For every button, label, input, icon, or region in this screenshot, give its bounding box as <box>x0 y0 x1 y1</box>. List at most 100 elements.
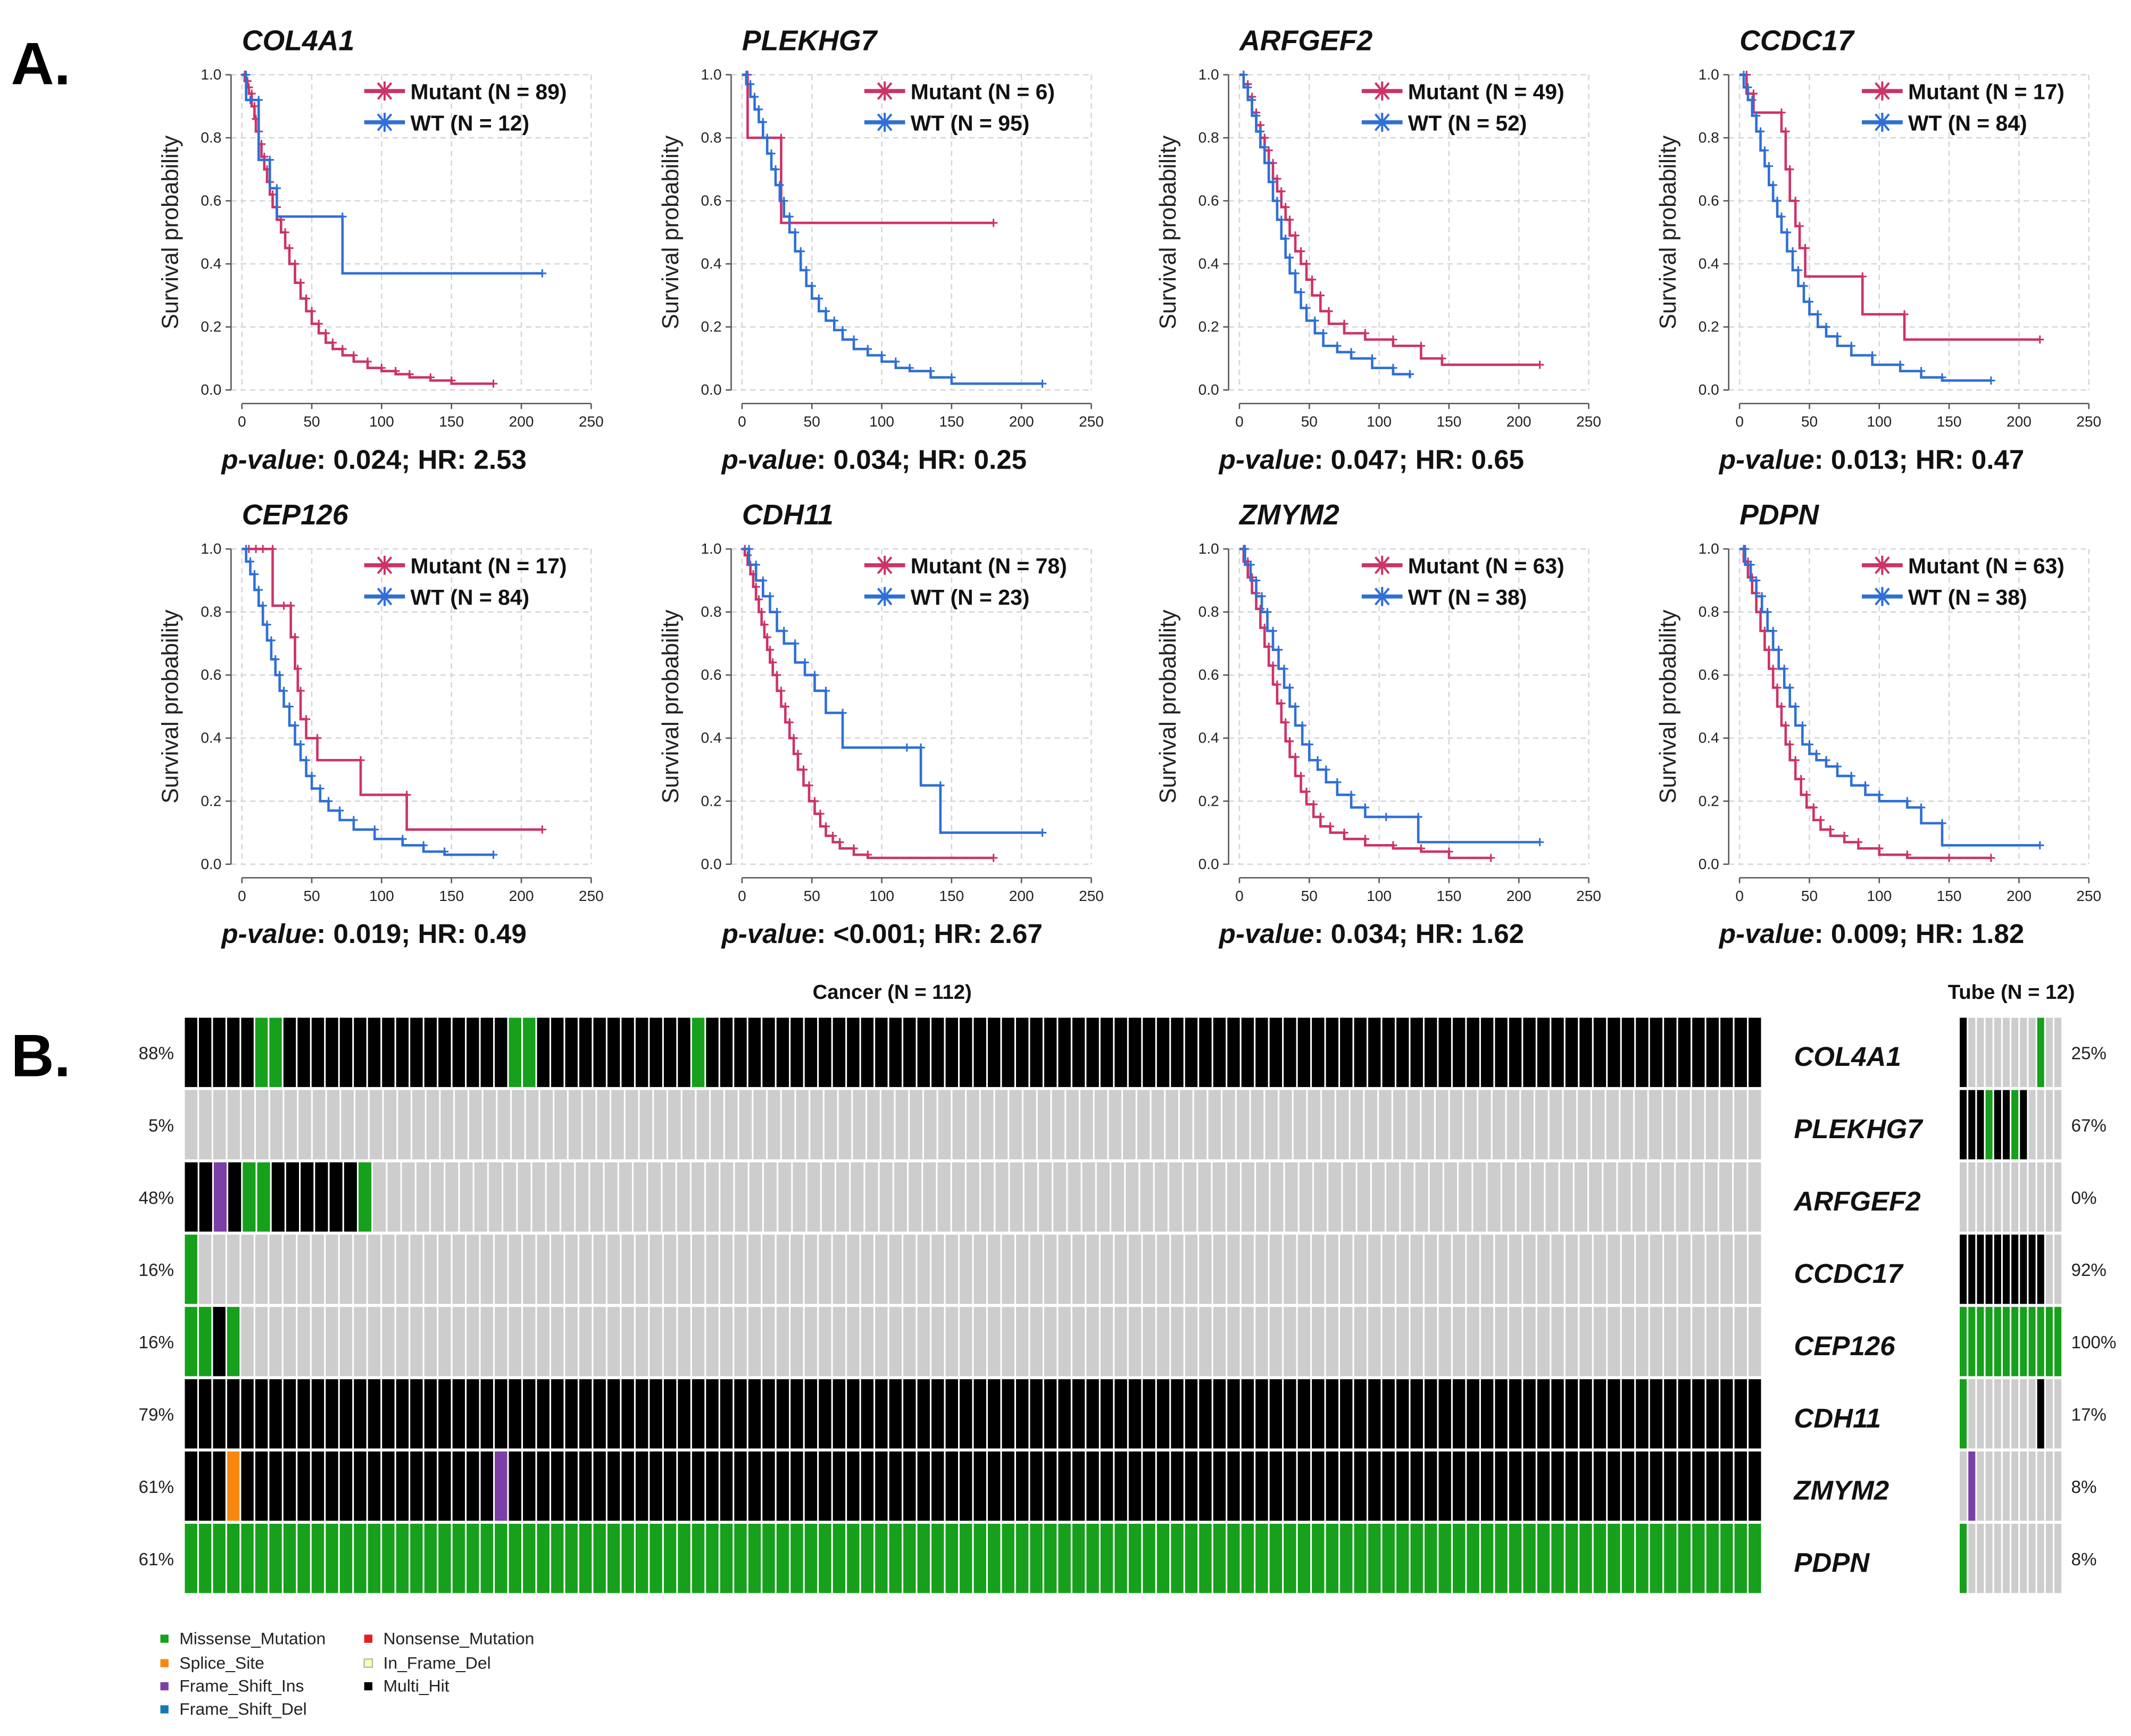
cancer-cell <box>621 1017 634 1087</box>
cancer-cell <box>1549 1090 1562 1159</box>
cancer-pct-label: 79% <box>139 1405 174 1425</box>
y-tick-label: 0.2 <box>701 319 722 335</box>
cancer-cell <box>1467 1017 1479 1087</box>
cancer-cell <box>1531 1162 1544 1232</box>
cancer-cell <box>1621 1523 1635 1593</box>
y-tick-label: 0.4 <box>1198 255 1219 272</box>
tube-pct-label: 100% <box>2071 1333 2117 1353</box>
legend-label: In_Frame_Del <box>383 1653 490 1672</box>
censor-mark <box>1760 146 1769 155</box>
cancer-cell <box>903 1234 916 1304</box>
censor-mark <box>769 658 777 667</box>
cancer-cell <box>185 1307 197 1376</box>
cancer-cell <box>1636 1017 1649 1087</box>
cancer-cell <box>1364 1090 1378 1159</box>
censor-mark <box>440 847 449 856</box>
cancer-cell <box>582 1090 596 1159</box>
cancer-cell <box>987 1234 1001 1304</box>
legend-label: WT (N = 84) <box>411 585 530 610</box>
stats-text: p-value: 0.019; HR: 0.49 <box>220 919 526 949</box>
cancer-cell <box>1720 1307 1733 1376</box>
cancer-cell <box>1114 1523 1127 1593</box>
cancer-cell <box>1053 1162 1067 1232</box>
cancer-cell <box>1128 1379 1142 1449</box>
cancer-cell <box>445 1162 459 1232</box>
censor-mark <box>1744 83 1752 91</box>
censor-mark <box>1256 127 1265 136</box>
gene-title: CCDC17 <box>1739 25 1855 57</box>
cancer-cell <box>621 1451 634 1521</box>
cancer-cell <box>227 1379 240 1449</box>
cancer-cell <box>692 1307 705 1376</box>
legend-swatch-marker <box>1374 587 1390 606</box>
x-tick-label: 250 <box>1079 413 1104 430</box>
gene-title: CEP126 <box>242 499 349 531</box>
cancer-cell <box>1706 1523 1719 1593</box>
legend-label: Frame_Shift_Ins <box>179 1676 304 1696</box>
cancer-cell <box>1523 1307 1536 1376</box>
cancer-cell <box>382 1451 395 1521</box>
tube-cell <box>2002 1090 2010 1159</box>
censor-mark <box>1277 187 1286 196</box>
cancer-cell <box>532 1162 545 1232</box>
cancer-cell <box>452 1379 465 1449</box>
cancer-cell <box>1156 1523 1170 1593</box>
gene-row-label: PLEKHG7 <box>1794 1114 1924 1144</box>
cancer-cell <box>1606 1090 1619 1159</box>
cancer-cell <box>1269 1307 1283 1376</box>
y-tick-label: 0.4 <box>701 730 722 746</box>
cancer-cell <box>1720 1234 1733 1304</box>
x-tick-label: 0 <box>1235 888 1244 904</box>
x-tick-label: 250 <box>2076 888 2101 904</box>
censor-mark <box>250 102 259 111</box>
cancer-cell <box>1664 1307 1677 1376</box>
censor-mark <box>290 721 299 730</box>
cancer-cell <box>283 1307 296 1376</box>
x-tick-label: 50 <box>804 888 820 904</box>
cancer-cell <box>1114 1017 1127 1087</box>
tube-pct-label: 8% <box>2071 1550 2097 1570</box>
cancer-cell <box>748 1379 761 1449</box>
cancer-cell <box>1382 1307 1395 1376</box>
cancer-cell <box>488 1162 502 1232</box>
cancer-cell <box>1410 1523 1423 1593</box>
legend-swatch-marker <box>1875 113 1890 132</box>
y-tick-label: 0.2 <box>1699 792 1719 809</box>
censor-mark <box>1739 70 1748 79</box>
cancer-cell <box>692 1451 705 1521</box>
cancer-cell <box>1255 1523 1268 1593</box>
cancer-cell <box>537 1017 550 1087</box>
cancer-cell <box>1663 1090 1676 1159</box>
cancer-cell <box>1565 1451 1578 1521</box>
cancer-cell <box>790 1017 803 1087</box>
censor-mark <box>1368 354 1377 363</box>
censor-mark <box>1405 370 1414 379</box>
cancer-cell <box>635 1234 648 1304</box>
cancer-cell <box>903 1451 916 1521</box>
cancer-cell <box>1002 1307 1014 1376</box>
cancer-cell <box>1199 1307 1212 1376</box>
cancer-cell <box>1664 1379 1677 1449</box>
censor-mark <box>290 260 299 268</box>
censor-mark <box>1875 844 1884 853</box>
cancer-cell <box>1241 1234 1254 1304</box>
cancer-cell <box>734 1523 747 1593</box>
cancer-cell <box>711 1090 723 1159</box>
censor-mark <box>947 373 956 382</box>
cancer-cell <box>1044 1379 1057 1449</box>
censor-mark <box>1038 379 1047 388</box>
censor-mark <box>765 592 775 600</box>
tube-pct-label: 92% <box>2071 1261 2107 1280</box>
cancer-cell <box>1241 1523 1254 1593</box>
cancer-cell <box>469 1090 482 1159</box>
cancer-cell <box>1340 1379 1353 1449</box>
cancer-cell <box>1608 1523 1620 1593</box>
cancer-cell <box>973 1017 986 1087</box>
cancer-cell <box>1545 1162 1559 1232</box>
cancer-cell <box>551 1234 564 1304</box>
cancer-cell <box>354 1017 367 1087</box>
cancer-cell <box>480 1523 494 1593</box>
cancer-title: Cancer (N = 112) <box>813 981 972 1004</box>
cancer-cell <box>1308 1090 1321 1159</box>
censor-mark <box>338 345 347 353</box>
